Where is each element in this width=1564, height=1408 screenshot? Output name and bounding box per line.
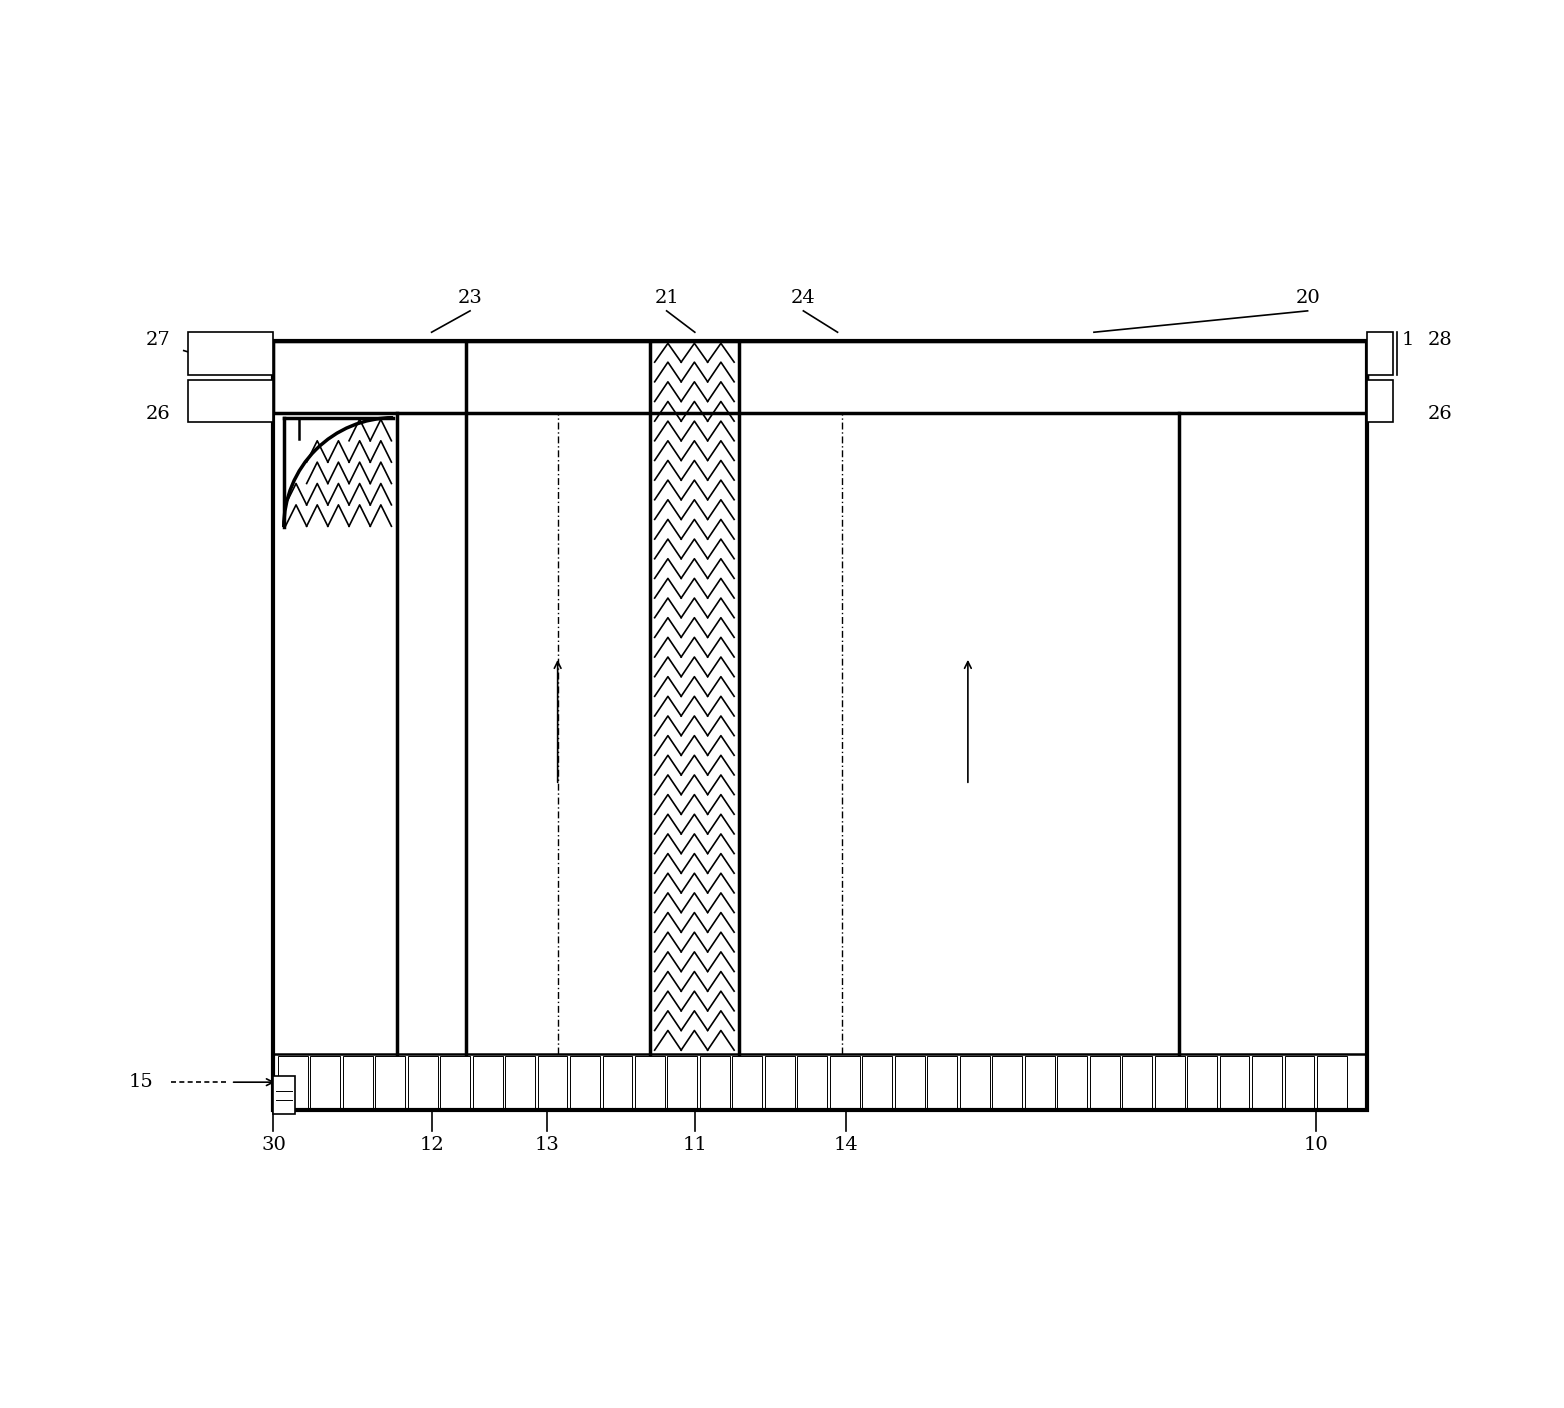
Bar: [1057, 1056, 1087, 1108]
Text: 14: 14: [834, 1136, 859, 1153]
Bar: [439, 1056, 471, 1108]
Bar: [310, 1056, 339, 1108]
Text: 10: 10: [1304, 1136, 1328, 1153]
Bar: [1024, 1056, 1054, 1108]
Bar: [602, 1056, 632, 1108]
Bar: [1187, 1056, 1217, 1108]
Bar: [274, 1076, 296, 1114]
Text: 30: 30: [261, 1136, 286, 1153]
Bar: [765, 1056, 795, 1108]
Bar: [1253, 1056, 1282, 1108]
Bar: [1220, 1056, 1250, 1108]
Text: 27: 27: [145, 331, 170, 349]
Bar: [375, 1056, 405, 1108]
Bar: [274, 341, 1367, 414]
Bar: [188, 332, 274, 375]
Bar: [1090, 1056, 1120, 1108]
Bar: [960, 1056, 990, 1108]
Bar: [1317, 1056, 1347, 1108]
Bar: [569, 1056, 601, 1108]
Bar: [895, 1056, 924, 1108]
Bar: [1121, 1056, 1153, 1108]
Bar: [188, 380, 274, 422]
Bar: [927, 1056, 957, 1108]
Bar: [798, 1056, 827, 1108]
Bar: [408, 1056, 438, 1108]
Bar: [668, 1056, 698, 1108]
Bar: [1284, 1056, 1314, 1108]
Bar: [992, 1056, 1023, 1108]
Text: 21: 21: [654, 289, 679, 307]
Bar: [862, 1056, 891, 1108]
Bar: [274, 341, 1367, 1110]
Bar: [830, 1056, 860, 1108]
Bar: [278, 1056, 308, 1108]
Text: 26: 26: [145, 406, 170, 424]
Text: 23: 23: [458, 289, 482, 307]
Bar: [732, 1056, 762, 1108]
Text: 26: 26: [1428, 406, 1451, 424]
Bar: [701, 1056, 730, 1108]
Bar: [1367, 380, 1394, 422]
Bar: [1367, 332, 1394, 375]
Text: 13: 13: [535, 1136, 560, 1153]
Text: 12: 12: [419, 1136, 444, 1153]
Text: 15: 15: [130, 1073, 153, 1091]
Bar: [1154, 1056, 1184, 1108]
Text: 20: 20: [1295, 289, 1320, 307]
Text: 11: 11: [682, 1136, 707, 1153]
Text: 28: 28: [1428, 331, 1451, 349]
Bar: [635, 1056, 665, 1108]
Bar: [472, 1056, 502, 1108]
Text: 1: 1: [1401, 331, 1414, 349]
Bar: [505, 1056, 535, 1108]
Bar: [538, 1056, 568, 1108]
Bar: [343, 1056, 372, 1108]
Text: 24: 24: [791, 289, 816, 307]
